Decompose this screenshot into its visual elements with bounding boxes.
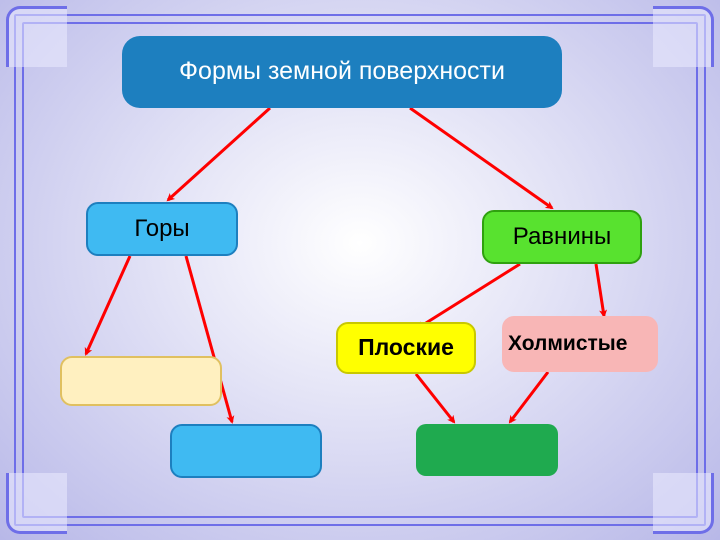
node-blank-left bbox=[60, 356, 222, 406]
node-plains: Равнины bbox=[482, 210, 642, 264]
node-flat: Плоские bbox=[336, 322, 476, 374]
node-flat-label: Плоские bbox=[358, 335, 454, 360]
node-root: Формы земной поверхности bbox=[122, 36, 562, 108]
node-hilly: Холмистые bbox=[502, 316, 658, 372]
node-mountains-label: Горы bbox=[134, 216, 189, 242]
node-plains-label: Равнины bbox=[513, 224, 611, 250]
diagram-stage: Формы земной поверхности Горы Равнины Пл… bbox=[0, 0, 720, 540]
node-hilly-label: Холмистые bbox=[508, 332, 627, 355]
node-root-label: Формы земной поверхности bbox=[179, 58, 505, 86]
node-blank-green bbox=[416, 424, 558, 476]
node-mountains: Горы bbox=[86, 202, 238, 256]
node-blank-blue bbox=[170, 424, 322, 478]
